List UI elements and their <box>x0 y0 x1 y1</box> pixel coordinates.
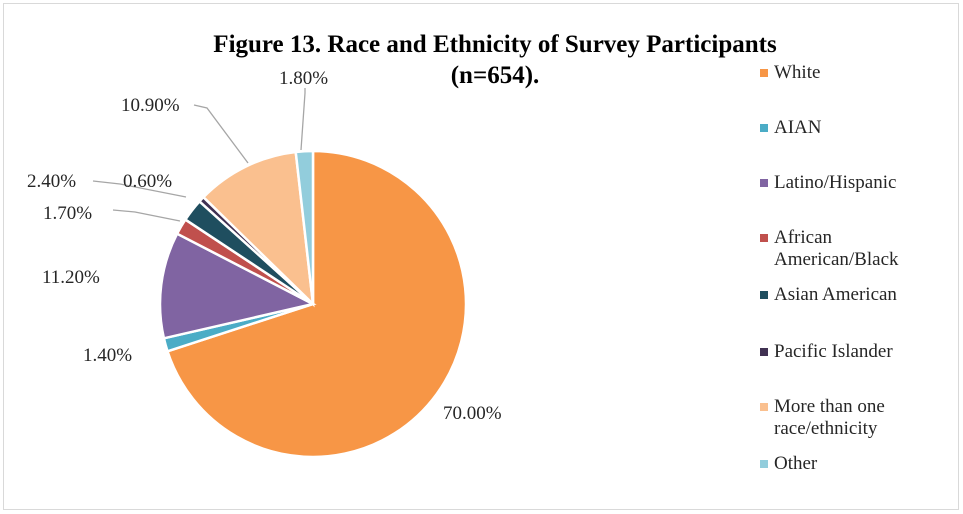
legend-swatch <box>760 460 768 468</box>
leader-line <box>92 180 187 198</box>
data-label: 1.40% <box>83 345 132 366</box>
pie-slice-white <box>165 149 468 459</box>
legend-swatch <box>760 234 768 242</box>
legend-label: Latino/Hispanic <box>774 172 896 194</box>
legend-swatch <box>760 124 768 132</box>
legend-swatch <box>760 291 768 299</box>
pie-slices <box>158 149 468 459</box>
legend-label-line: Asian American <box>774 284 897 305</box>
pie-slice-latino-hispanic <box>158 231 317 340</box>
legend-label: More than one race/ethnicity <box>774 396 885 440</box>
leader-lines <box>92 88 306 222</box>
legend-label-line: African <box>774 227 833 248</box>
legend-swatch <box>760 403 768 411</box>
legend-swatch <box>760 69 768 77</box>
data-label: 1.80% <box>279 68 328 89</box>
chart-title-line-1: Figure 13. Race and Ethnicity of Survey … <box>213 31 777 58</box>
data-label: 0.60% <box>123 171 172 192</box>
legend-label-line: race/ethnicity <box>774 418 878 439</box>
leader-line <box>193 104 249 164</box>
legend-label-line: Latino/Hispanic <box>774 172 897 193</box>
legend-label-line: White <box>774 62 821 83</box>
legend-label-line: AIAN <box>774 117 822 138</box>
data-label: 10.90% <box>121 95 180 116</box>
legend-label-line: More than one <box>774 396 885 417</box>
chart-title: Figure 13. Race and Ethnicity of Survey … <box>100 29 890 91</box>
data-label: 11.20% <box>42 267 100 288</box>
legend-label: Other <box>774 453 817 475</box>
data-label: 70.00% <box>443 403 502 424</box>
leader-line <box>112 209 181 222</box>
pie-slice-other <box>294 149 315 305</box>
data-label: 1.70% <box>43 203 92 224</box>
legend-label: White <box>774 62 820 84</box>
leader-line <box>300 88 306 151</box>
legend-swatch <box>760 179 768 187</box>
legend-label-line: Other <box>774 453 818 474</box>
chart-frame <box>3 3 959 510</box>
legend-swatch <box>760 348 768 356</box>
legend-label: AIAN <box>774 117 822 139</box>
pie-slice-more-than-one-race-ethnicity <box>201 150 315 308</box>
legend-label: Asian American <box>774 284 897 306</box>
legend-label: Pacific Islander <box>774 341 893 363</box>
data-label: 2.40% <box>27 171 76 192</box>
data-labels: 70.00% 1.40% 11.20% 1.70% 2.40% 0.60% 10.90% 1.… <box>27 68 502 424</box>
legend-label-line: American/Black <box>774 249 899 270</box>
legend-label-line: Pacific Islander <box>774 341 893 362</box>
legend-label: African American/Black <box>774 227 899 271</box>
chart-title-line-2: (n=654). <box>450 62 540 89</box>
